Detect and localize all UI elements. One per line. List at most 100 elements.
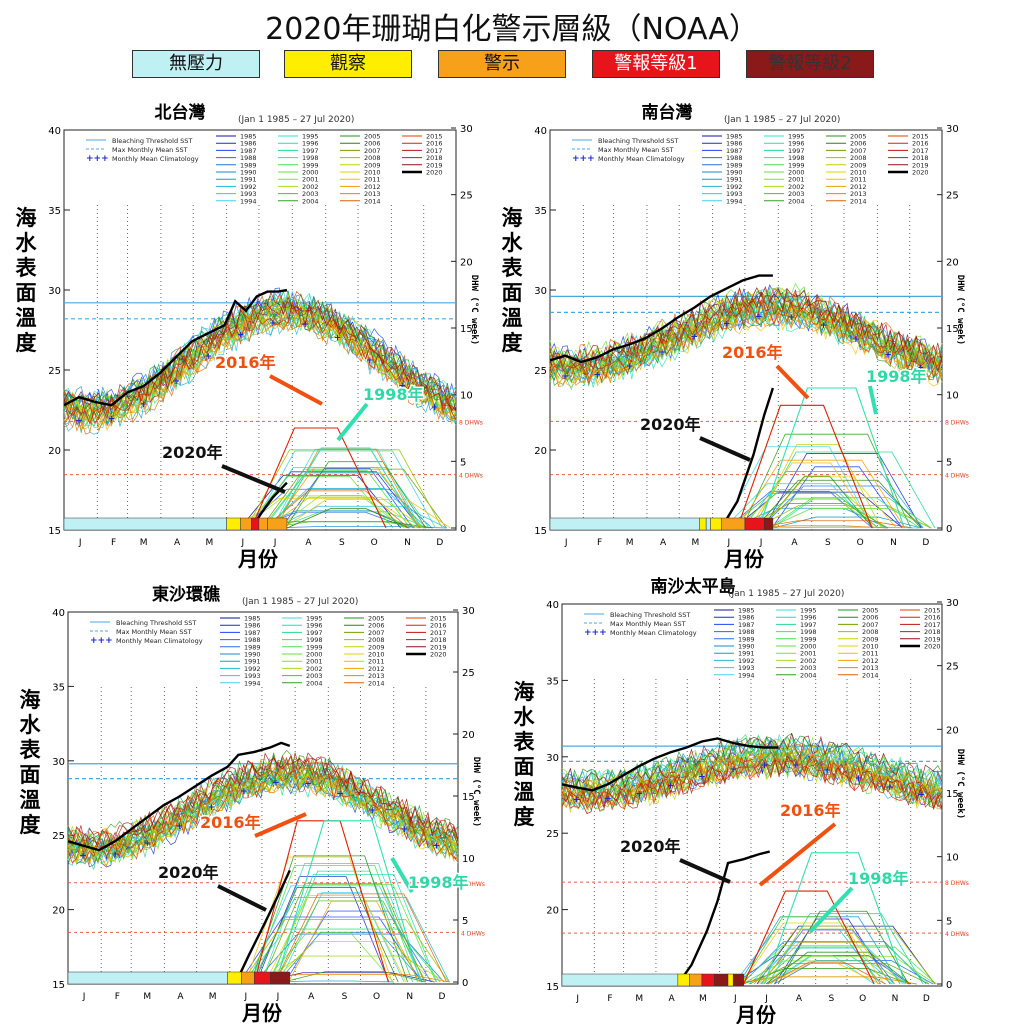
year-legend-label: 1986 — [726, 140, 743, 148]
month-tick-label: J — [564, 538, 568, 548]
dhw-series — [274, 870, 413, 983]
year-legend-label: 1993 — [240, 190, 257, 198]
year-legend-label: 2002 — [306, 665, 323, 673]
dhw-tick-label: 10 — [946, 391, 959, 402]
year-legend-label: 2002 — [788, 183, 805, 191]
month-tick-label: M — [635, 994, 643, 1004]
chart-panel-2: 東沙環礁 (Jan 1 1985 – 27 Jul 2020) J F M A M J J A S O… — [20, 584, 485, 1024]
sst-series-2013 — [67, 771, 459, 867]
dhw-series — [765, 951, 911, 985]
date-range: (Jan 1 1985 – 27 Jul 2020) — [724, 115, 840, 125]
dhw-series — [269, 980, 395, 983]
dhw-series — [754, 520, 913, 529]
year-legend-label: 2020 — [912, 169, 929, 177]
callout-arrow-2016 — [758, 822, 837, 887]
callout-label-2016: 2016年 — [200, 813, 261, 832]
climatology-marker: + — [272, 778, 280, 788]
sst-series-2012 — [63, 307, 457, 431]
month-tick-label: N — [890, 538, 897, 548]
y-axis-label-char: 水 — [16, 231, 38, 255]
dhw-series — [772, 526, 920, 529]
year-legend-label: 1991 — [726, 176, 743, 184]
dhw-axis-label: DHW (°C week) — [955, 275, 965, 345]
month-tick-label: M — [626, 538, 634, 548]
x-axis-label: 月份 — [723, 547, 765, 571]
year-legend-label: 2003 — [800, 664, 817, 672]
month-tick-label: N — [404, 538, 411, 548]
sst-tick-label: 35 — [534, 206, 547, 217]
alert-strip-segment — [764, 517, 774, 531]
month-tick-label: A — [796, 994, 803, 1004]
sst-series-2016 — [561, 754, 943, 811]
dhw-series — [769, 497, 932, 529]
sst-series-2018 — [561, 756, 943, 811]
y-axis-label-char: 海 — [20, 688, 41, 712]
year-legend-label: 2001 — [302, 176, 319, 184]
year-legend-label: 2010 — [364, 169, 381, 177]
sst-series-1996 — [63, 291, 457, 410]
month-tick-label: D — [922, 538, 929, 548]
year-legend-label: 1996 — [302, 140, 319, 148]
dhw-series — [254, 933, 445, 983]
date-range: (Jan 1 1985 – 27 Jul 2020) — [728, 589, 844, 599]
year-legend-label: 1989 — [738, 635, 755, 643]
month-tick-label: F — [111, 538, 116, 548]
year-legend-label: 2002 — [800, 657, 817, 665]
year-legend-label: 1988 — [726, 154, 743, 162]
dhw-tick-label: 30 — [946, 124, 959, 135]
year-legend-label: 2002 — [302, 183, 319, 191]
sst-series-2011 — [67, 758, 459, 849]
year-legend-label: 1997 — [306, 629, 323, 637]
dhw-series-2016 — [250, 427, 387, 529]
sst-tick-label: 20 — [534, 446, 547, 457]
y-axis-label-char: 水 — [20, 713, 42, 737]
month-tick-label: M — [143, 992, 151, 1002]
panel-title: 北台灣 — [155, 102, 206, 123]
year-legend-label: 2009 — [862, 635, 879, 643]
sst-series-2015 — [561, 752, 943, 807]
year-legend-label: 2001 — [800, 650, 817, 658]
alert-strip-segment — [705, 517, 711, 531]
year-legend-label: 1988 — [244, 636, 261, 644]
alert-strip-segment — [226, 517, 241, 531]
sst-series-2017 — [561, 755, 943, 815]
year-legend-label: 2000 — [306, 651, 323, 659]
dhw-tick-label: 15 — [462, 792, 475, 803]
climatology-marker: + — [301, 320, 309, 330]
plot-frame — [63, 129, 457, 531]
callout-label-2020: 2020年 — [640, 415, 701, 434]
dhw-series — [755, 504, 931, 529]
dhw-tick-label: 30 — [462, 606, 475, 617]
year-legend-label: 2005 — [368, 615, 385, 623]
climatology-marker: + — [561, 372, 569, 382]
year-legend-label: 1987 — [244, 629, 261, 637]
sst-tick-label: 30 — [48, 286, 61, 297]
sst-tick-label: 40 — [52, 608, 65, 619]
legend-entry-label: Monthly Mean Climatology — [112, 155, 199, 163]
month-tick-label: J — [726, 538, 730, 548]
climatology-marker: + — [401, 825, 409, 835]
climatology-marker: + — [917, 364, 925, 374]
sst-tick-label: 30 — [534, 286, 547, 297]
month-tick-label: D — [436, 538, 443, 548]
dhw-series — [285, 461, 427, 529]
sst-series-2019 — [561, 733, 943, 791]
alert-strip-segment — [720, 517, 746, 531]
dhw-series — [770, 954, 875, 985]
climatology-marker: + — [852, 335, 860, 345]
month-tick-label: O — [857, 538, 864, 548]
year-legend-label: 2011 — [850, 176, 867, 184]
dhw-series — [287, 508, 410, 529]
month-tick-label: O — [373, 992, 380, 1002]
climatology-marker: + — [140, 400, 148, 410]
year-legend-label: 2016 — [912, 140, 929, 148]
x-axis-label: 月份 — [241, 1001, 283, 1024]
y-axis-label-char: 度 — [502, 331, 523, 355]
year-legend-label: 1998 — [306, 636, 323, 644]
dhw-threshold-label: 8 DHWs — [945, 419, 969, 426]
sst-tick-label: 20 — [48, 446, 61, 457]
alert-strip-segment — [63, 517, 227, 531]
year-legend-label: 1994 — [244, 679, 261, 687]
sst-tick-label: 35 — [52, 682, 65, 693]
dhw-threshold-label: 8 DHWs — [461, 881, 485, 888]
